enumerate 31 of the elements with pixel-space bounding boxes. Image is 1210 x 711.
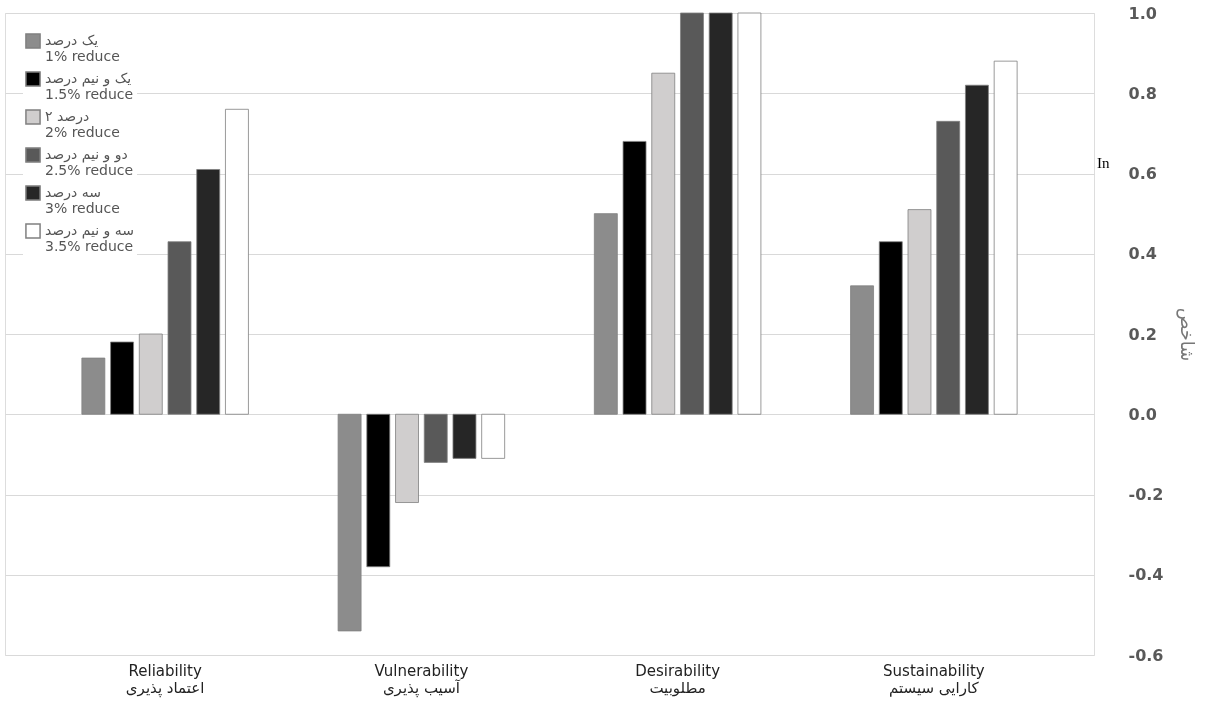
bar [167,241,192,415]
bar [737,12,762,415]
bar [878,241,903,415]
bar [225,108,249,415]
y-tick-label: -0.2 [1128,485,1164,504]
bar [452,413,477,459]
bar [481,413,506,459]
bar [110,341,134,415]
text: In [1097,155,1110,171]
bar [196,169,221,415]
bar [993,60,1018,415]
bar [708,12,733,415]
y-tick-label: -0.6 [1128,645,1164,665]
y-tick-label: -0.4 [1128,565,1164,585]
y-tick-label: 0.8 [1128,83,1157,103]
y-tick-label: 0.6 [1128,164,1157,183]
y-tick-label: 0.2 [1128,324,1157,344]
bar [680,12,704,415]
bar [622,141,647,415]
y-tick-label: 0.4 [1128,244,1157,264]
y-axis-title: شاخص [1176,307,1199,362]
y-tick-label: 1.0 [1128,3,1157,23]
bar [593,213,618,415]
y-tick-label: 0.0 [1128,404,1157,424]
bar [965,84,989,415]
bar [423,413,448,463]
bar [366,413,391,568]
bar [81,357,106,415]
bar [936,120,961,415]
bar [337,413,362,632]
bar [850,285,874,415]
